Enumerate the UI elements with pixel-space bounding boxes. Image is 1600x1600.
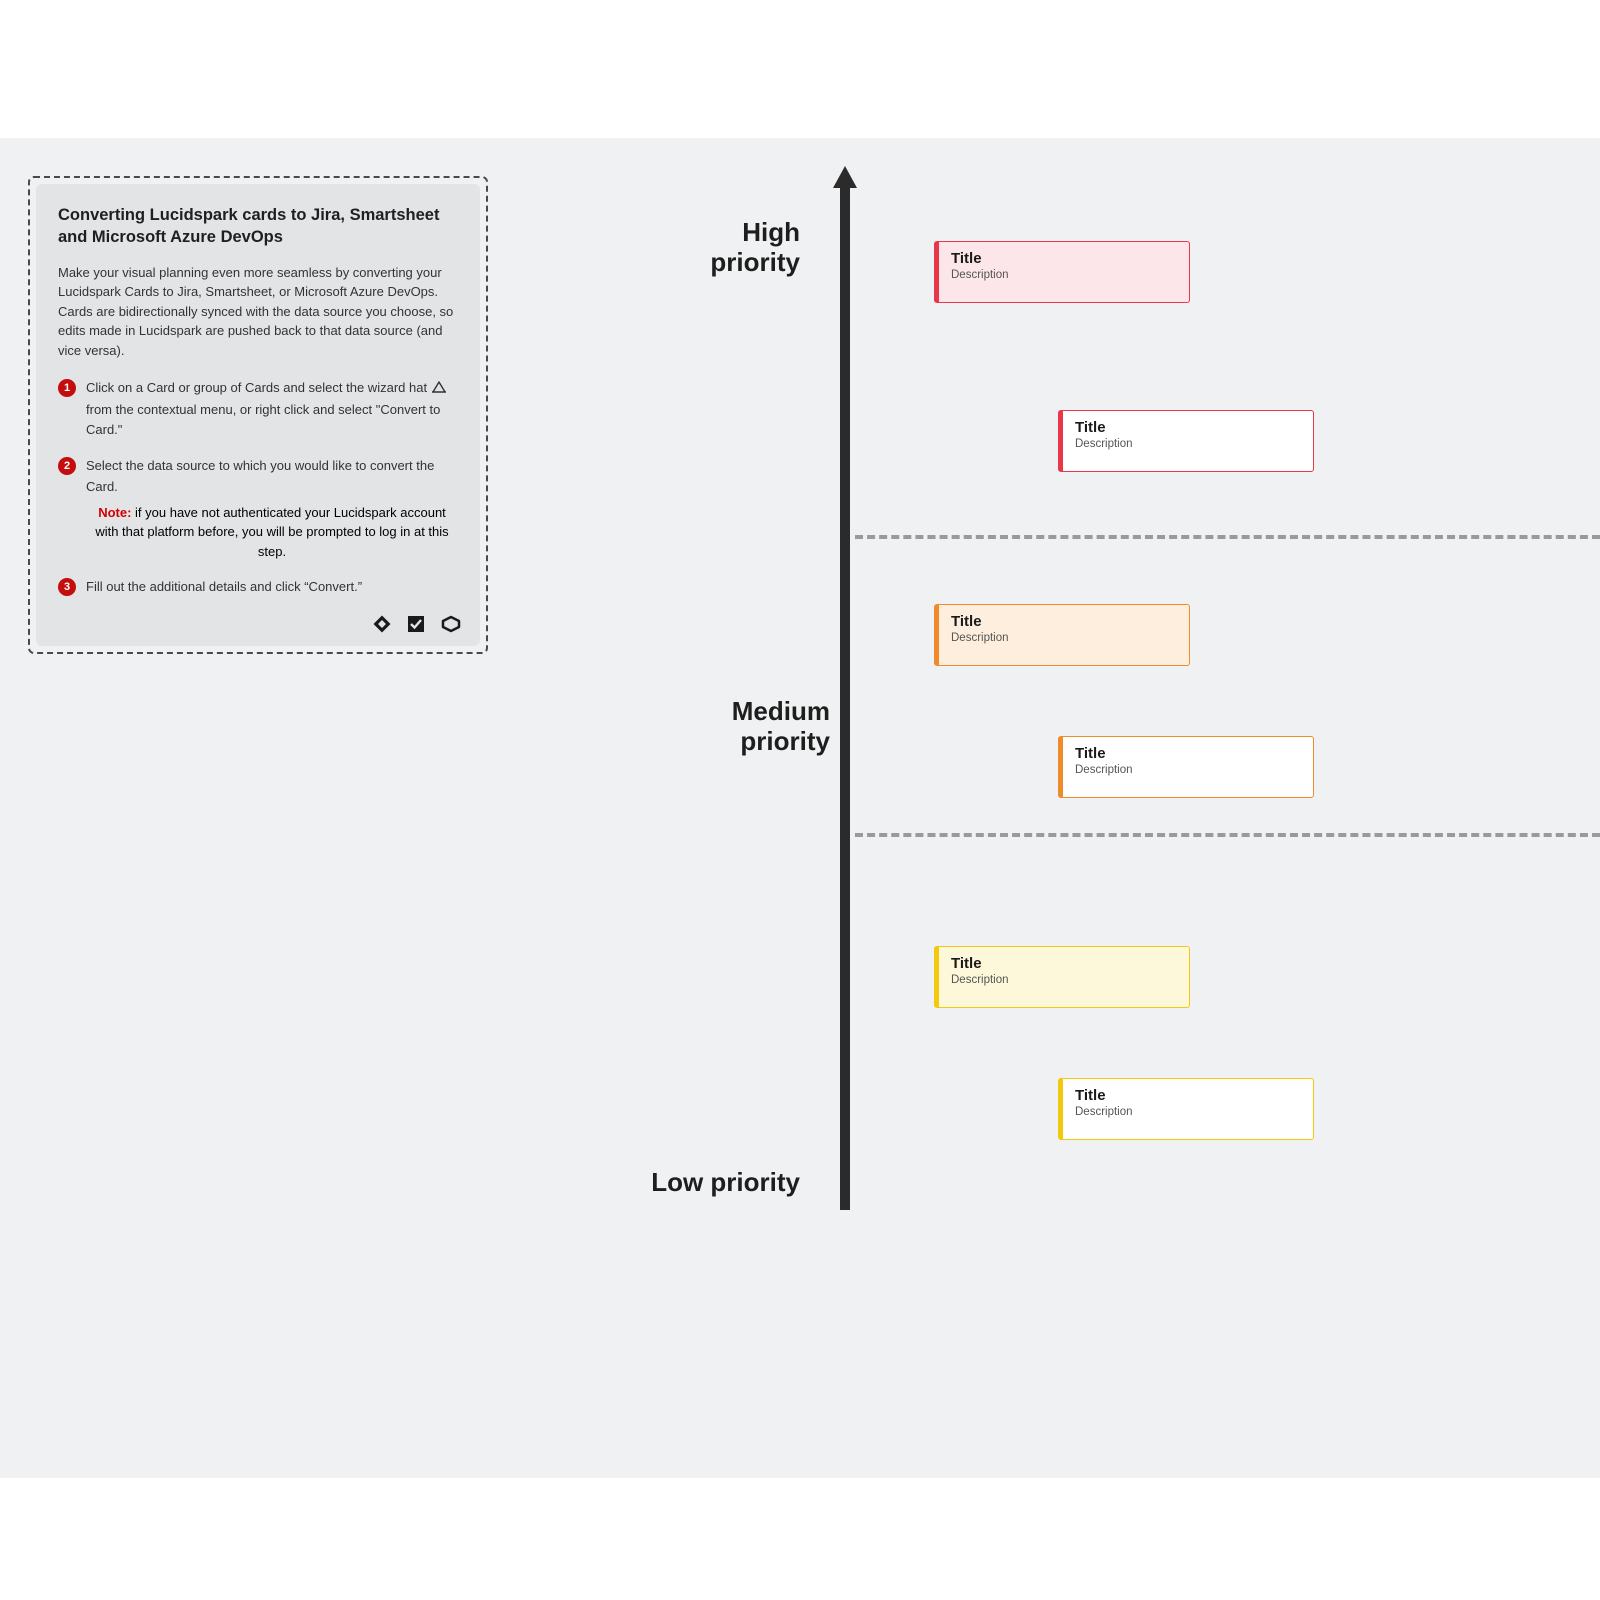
- loop-icon: [440, 614, 462, 634]
- card-title: Title: [951, 250, 1177, 267]
- priority-label: Mediumpriority: [650, 697, 830, 757]
- priority-card[interactable]: Title Description: [934, 946, 1190, 1008]
- priority-divider: [855, 833, 1600, 837]
- priority-label: Highpriority: [620, 218, 800, 278]
- card-description: Description: [951, 269, 1177, 281]
- step-note: Note: if you have not authenticated your…: [86, 503, 458, 562]
- step-number-badge: 2: [58, 457, 76, 475]
- info-step: 3 Fill out the additional details and cli…: [58, 577, 458, 597]
- info-panel-icon-row: [372, 614, 462, 634]
- step-text: Click on a Card or group of Cards and se…: [86, 378, 458, 440]
- card-description: Description: [1075, 1106, 1301, 1118]
- priority-card[interactable]: Title Description: [1058, 410, 1314, 472]
- card-title: Title: [951, 955, 1177, 972]
- info-panel: Converting Lucidspark cards to Jira, Sma…: [28, 176, 488, 654]
- diamond-icon: [372, 614, 392, 634]
- card-title: Title: [1075, 745, 1301, 762]
- card-title: Title: [1075, 419, 1301, 436]
- priority-axis-arrow: [833, 166, 857, 188]
- priority-card[interactable]: Title Description: [934, 604, 1190, 666]
- step-text: Fill out the additional details and clic…: [86, 577, 458, 597]
- step-text: Select the data source to which you woul…: [86, 456, 458, 496]
- priority-divider: [855, 535, 1600, 539]
- card-description: Description: [951, 974, 1177, 986]
- step-number-badge: 1: [58, 379, 76, 397]
- checkbox-icon: [406, 614, 426, 634]
- priority-card[interactable]: Title Description: [1058, 1078, 1314, 1140]
- card-description: Description: [951, 632, 1177, 644]
- card-title: Title: [1075, 1087, 1301, 1104]
- step-number-badge: 3: [58, 578, 76, 596]
- priority-card[interactable]: Title Description: [934, 241, 1190, 303]
- info-step: 2 Select the data source to which you wou…: [58, 456, 458, 561]
- priority-label: Low priority: [580, 1168, 800, 1198]
- card-description: Description: [1075, 764, 1301, 776]
- card-description: Description: [1075, 438, 1301, 450]
- priority-axis: [840, 188, 850, 1210]
- priority-card[interactable]: Title Description: [1058, 736, 1314, 798]
- card-title: Title: [951, 613, 1177, 630]
- info-panel-body: Make your visual planning even more seam…: [58, 263, 458, 361]
- wizard-hat-icon: [431, 380, 447, 400]
- info-panel-title: Converting Lucidspark cards to Jira, Sma…: [58, 204, 458, 249]
- info-step: 1 Click on a Card or group of Cards and s…: [58, 378, 458, 440]
